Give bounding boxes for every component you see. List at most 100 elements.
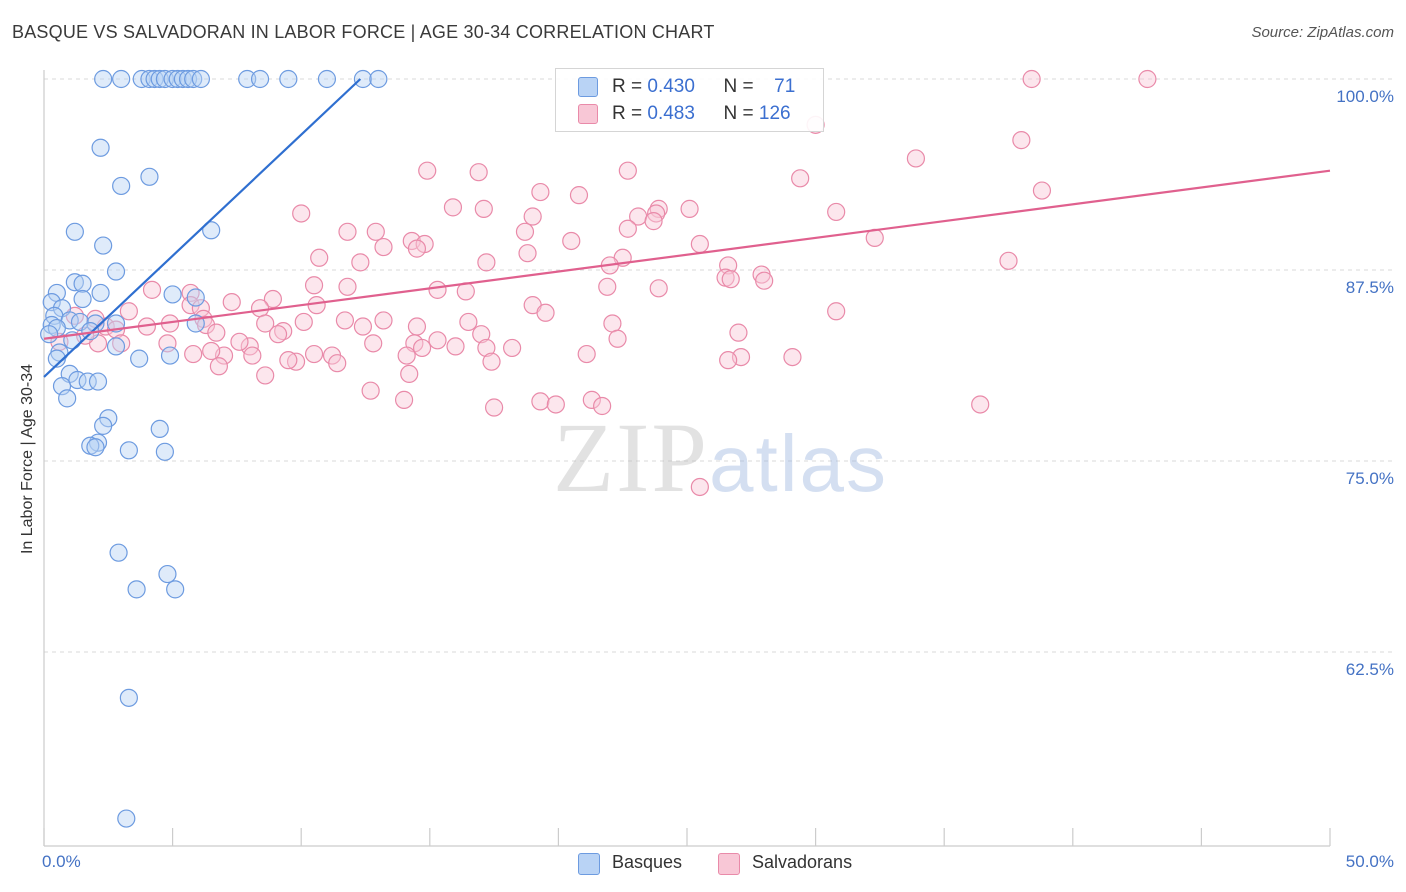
basque-point <box>160 346 180 365</box>
x-tick-label-min: 0.0% <box>42 852 81 871</box>
basque-point <box>140 167 159 186</box>
salvadoran-point <box>971 395 990 414</box>
r-label: R = <box>612 76 643 97</box>
salvadoran-point <box>690 234 709 254</box>
basque-point <box>73 289 92 309</box>
salvadoran-point <box>374 237 393 257</box>
salvadoran-point <box>906 149 926 168</box>
salvadoran-point <box>1138 69 1157 89</box>
salvadoran-point <box>477 338 496 358</box>
salvadoran-point <box>184 344 203 364</box>
basque-point <box>150 419 169 439</box>
basque-point <box>202 221 221 240</box>
basque-point <box>166 580 185 599</box>
salvadoran-point <box>729 323 748 342</box>
salvadoran-point <box>1012 131 1031 150</box>
basque-point <box>65 273 84 292</box>
basque-point <box>132 69 151 89</box>
basque-point <box>106 262 126 281</box>
salvadoran-point <box>304 276 324 295</box>
basque-point <box>109 543 128 562</box>
salvadoran-point <box>603 314 622 333</box>
salvadoran-point <box>407 239 427 258</box>
basque-point <box>184 69 203 89</box>
salvadoran-point <box>286 352 306 371</box>
salvadoran-point <box>531 182 550 202</box>
salvadoran-point <box>827 302 846 321</box>
salvadoran-point <box>608 329 627 348</box>
salvadoran-legend-swatch <box>718 853 740 875</box>
basque-point <box>127 580 146 599</box>
basque-point <box>158 564 177 584</box>
basque-point <box>250 69 270 89</box>
salvadoran-point <box>119 302 138 321</box>
basque-points <box>40 69 388 828</box>
salvadoran-points <box>50 69 1157 497</box>
salvadoran-point <box>644 212 663 231</box>
salvadoran-point <box>618 161 637 180</box>
salvadoran-point <box>477 253 496 272</box>
y-tick-label: 100.0% <box>1336 87 1394 106</box>
basque-point <box>130 349 149 368</box>
salvadoran-point <box>307 296 326 315</box>
salvadoran-point <box>351 253 370 272</box>
basque-point <box>163 285 182 304</box>
salvadoran-point <box>364 334 383 353</box>
watermark: ZIPatlas <box>553 402 888 513</box>
salvadoran-point <box>279 351 298 370</box>
y-tick-label: 75.0% <box>1345 469 1394 488</box>
salvadoran-trend-line <box>43 169 1331 340</box>
salvadoran-point <box>593 396 612 416</box>
basque-point <box>369 69 388 89</box>
salvadoran-point <box>338 222 357 241</box>
salvadoran-point <box>459 312 478 332</box>
basque-point <box>94 236 113 255</box>
salvadoran-point <box>112 334 131 353</box>
basque-point <box>178 69 198 89</box>
salvadoran-n-value: 126 <box>758 103 791 124</box>
salvadoran-point <box>755 271 774 290</box>
basque-point <box>191 69 210 89</box>
salvadoran-point <box>443 198 463 217</box>
basque-swatch <box>578 77 598 97</box>
basque-point <box>155 442 174 461</box>
source-label: Source: ZipAtlas.com <box>1251 24 1394 41</box>
basque-point <box>119 441 138 460</box>
salvadoran-legend-label: Salvadorans <box>752 852 853 872</box>
salvadoran-point <box>680 199 699 218</box>
salvadoran-point <box>274 322 293 341</box>
r-label: R = <box>612 103 643 124</box>
salvadoran-point <box>353 317 373 336</box>
salvadoran-point <box>256 366 275 385</box>
salvadoran-point <box>482 352 501 371</box>
basque-point <box>279 69 298 89</box>
salvadoran-point <box>1032 181 1052 200</box>
n-label: N = <box>723 76 754 97</box>
salvadoran-point <box>469 163 488 182</box>
basque-trend-line <box>43 78 362 378</box>
salvadoran-point <box>304 344 324 364</box>
basque-point <box>317 69 337 89</box>
basque-point <box>112 176 131 196</box>
salvadoran-point <box>472 325 491 344</box>
salvadoran-point <box>202 341 221 361</box>
salvadoran-point <box>428 280 447 299</box>
grid-lines <box>44 78 1392 653</box>
salvadoran-point <box>209 357 228 376</box>
salvadoran-point <box>142 280 162 299</box>
basque-point <box>40 325 59 344</box>
correlation-legend: R = 0.430 N = 71 R = 0.483 N = 126 <box>555 68 824 132</box>
basque-point <box>73 274 92 293</box>
basque-point <box>86 438 105 457</box>
salvadoran-point <box>582 390 601 409</box>
salvadoran-point <box>230 332 249 351</box>
salvadoran-point <box>446 337 465 356</box>
y-axis-label: In Labor Force | Age 30-34 <box>19 363 36 555</box>
basque-point <box>42 292 61 312</box>
basque-point <box>47 349 66 368</box>
y-tick-label: 87.5% <box>1345 278 1394 297</box>
basque-point <box>238 69 257 89</box>
basque-point <box>91 283 110 303</box>
salvadoran-point <box>719 351 738 370</box>
basque-point <box>112 69 131 89</box>
